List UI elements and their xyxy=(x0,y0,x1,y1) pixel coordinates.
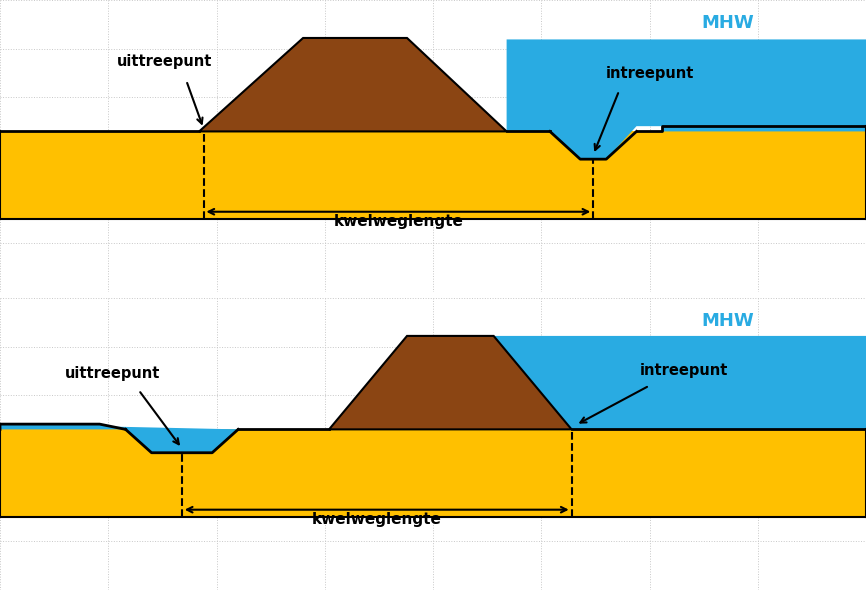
Text: intreepunt: intreepunt xyxy=(640,363,728,378)
Polygon shape xyxy=(0,430,866,517)
Text: MHW: MHW xyxy=(701,14,753,32)
Text: intreepunt: intreepunt xyxy=(605,65,694,80)
Text: kwelweglengte: kwelweglengte xyxy=(333,214,463,230)
Polygon shape xyxy=(329,336,572,430)
Polygon shape xyxy=(494,336,866,430)
Text: uittreepunt: uittreepunt xyxy=(65,366,160,381)
Polygon shape xyxy=(0,424,238,453)
Polygon shape xyxy=(126,430,238,453)
Polygon shape xyxy=(0,132,866,219)
Text: MHW: MHW xyxy=(701,312,753,330)
Polygon shape xyxy=(0,424,126,430)
Polygon shape xyxy=(507,40,866,159)
Text: kwelweglengte: kwelweglengte xyxy=(312,512,442,527)
Text: uittreepunt: uittreepunt xyxy=(117,54,212,69)
Polygon shape xyxy=(199,38,507,132)
